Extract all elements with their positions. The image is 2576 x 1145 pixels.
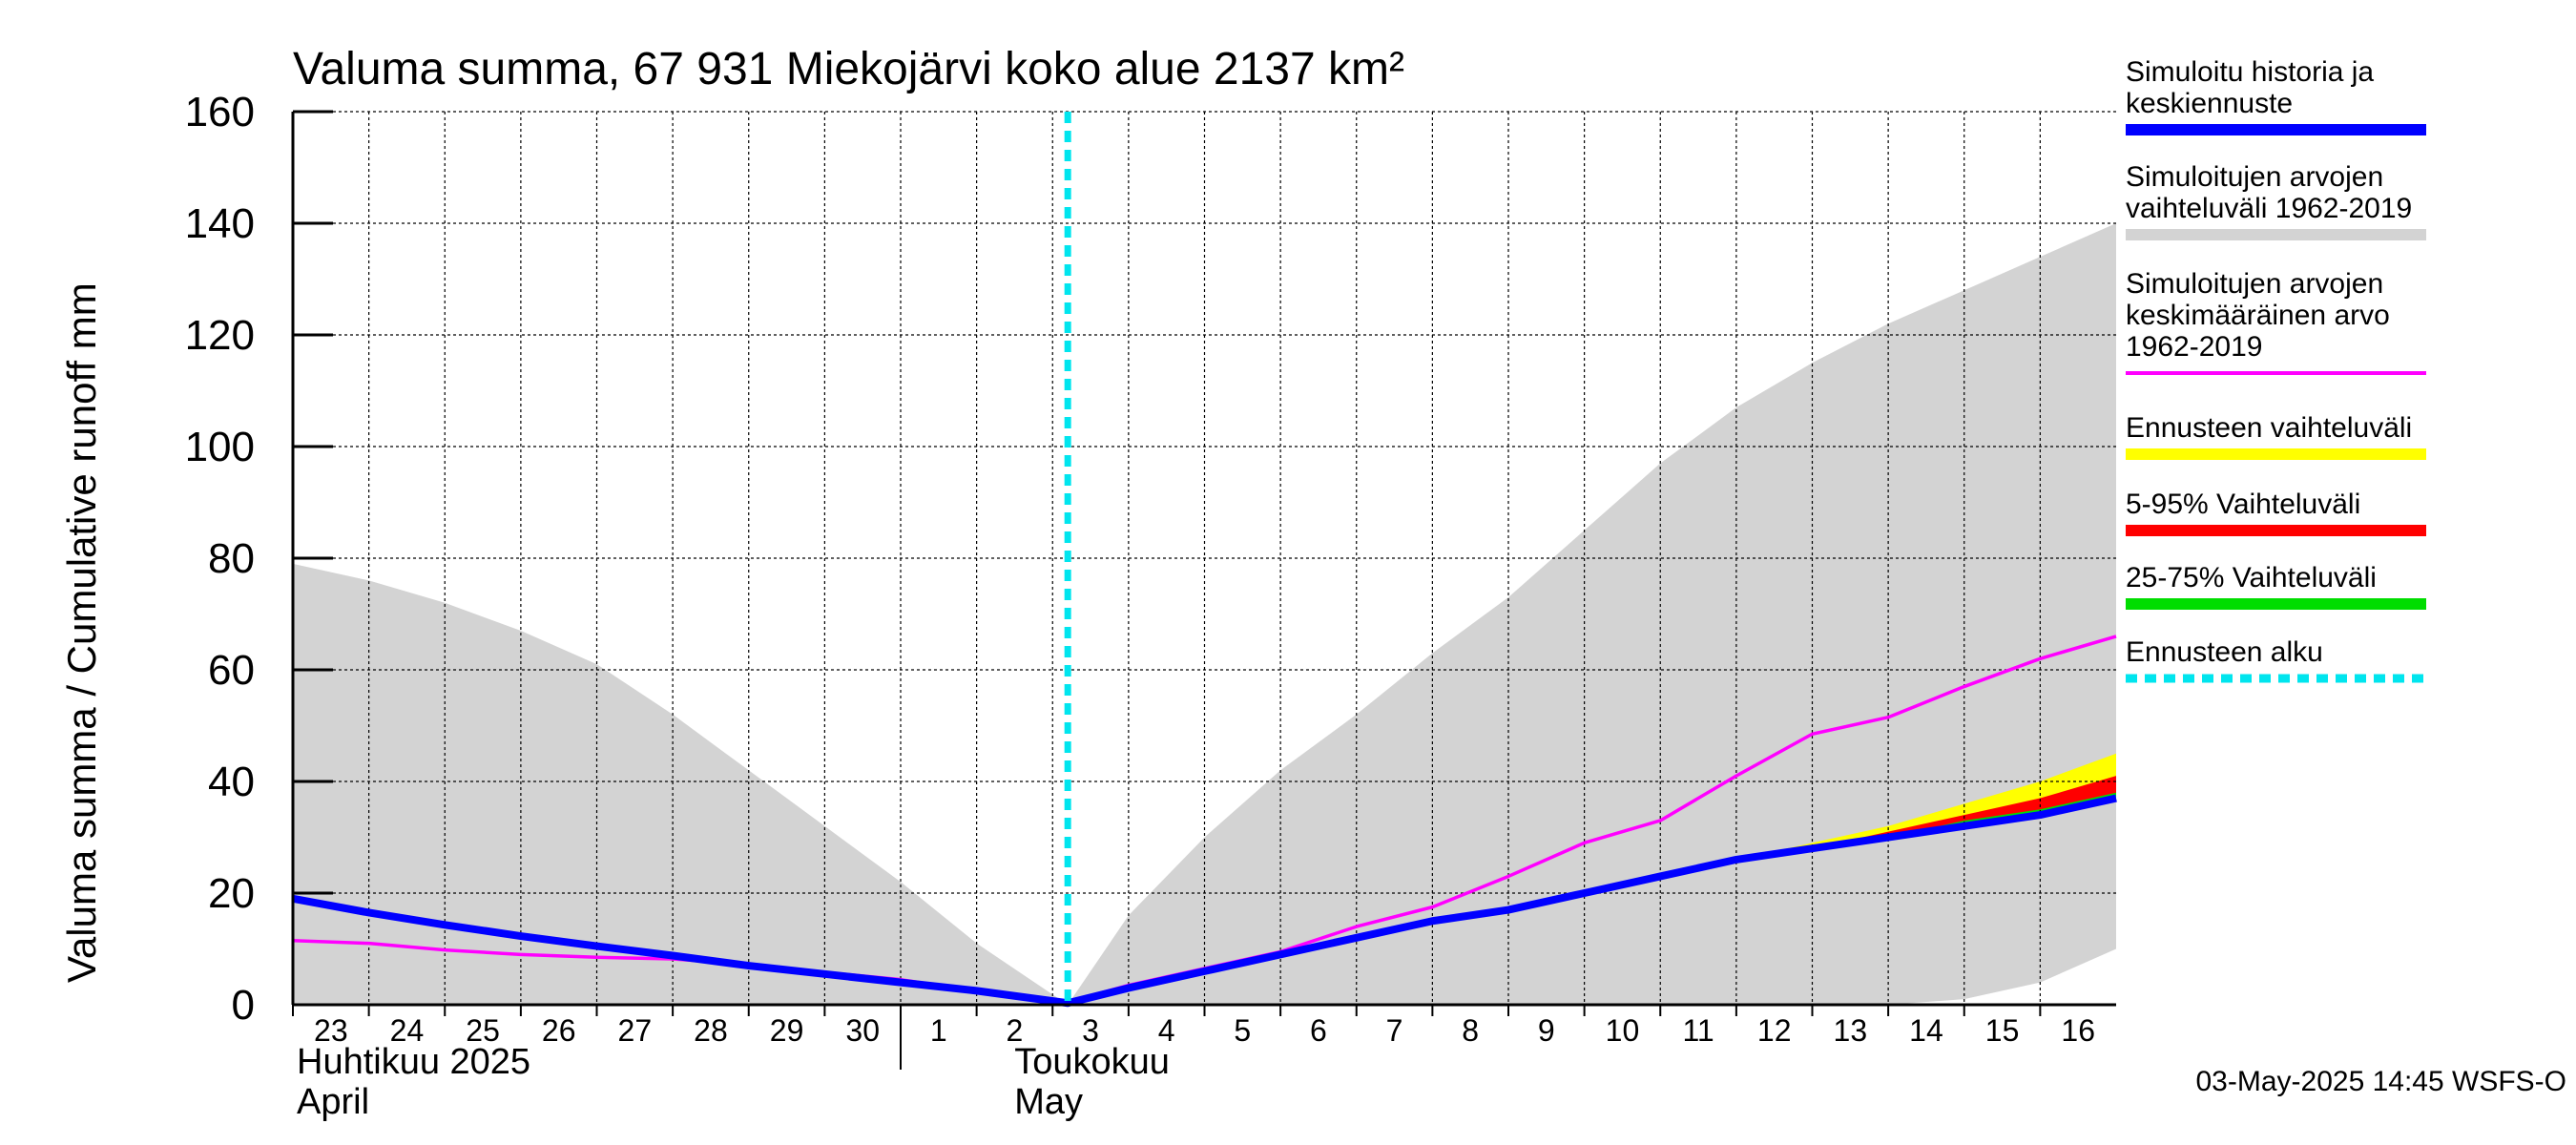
x-tick-label: 6 (1310, 1013, 1327, 1048)
legend-label: 5-95% Vaihteluväli (2126, 489, 2360, 520)
footer-timestamp: 03-May-2025 14:45 WSFS-O (2196, 1066, 2567, 1097)
legend-label: Simuloitu historia ja (2126, 56, 2374, 88)
x-tick-label: 23 (314, 1013, 348, 1048)
y-axis-label: Valuma summa / Cumulative runoff mm (59, 282, 104, 983)
month-label-fi: Huhtikuu 2025 (297, 1042, 530, 1082)
legend-label: Simuloitujen arvojen (2126, 268, 2383, 300)
legend-label: 25-75% Vaihteluväli (2126, 562, 2377, 593)
legend-label: 1962-2019 (2126, 331, 2262, 363)
chart-title: Valuma summa, 67 931 Miekojärvi koko alu… (293, 44, 1404, 94)
x-tick-label: 13 (1834, 1013, 1868, 1048)
legend-label: keskimääräinen arvo (2126, 300, 2390, 331)
y-tick-label: 80 (208, 535, 255, 582)
y-tick-label: 0 (232, 982, 255, 1029)
x-tick-label: 26 (542, 1013, 576, 1048)
x-tick-label: 25 (466, 1013, 500, 1048)
y-tick-label: 20 (208, 870, 255, 917)
series-band-4 (1068, 792, 2116, 1004)
x-tick-label: 11 (1682, 1013, 1714, 1048)
y-tick-label: 120 (185, 312, 255, 359)
month-label-en: May (1014, 1082, 1083, 1122)
month-label-en: April (297, 1082, 369, 1122)
x-tick-label: 2 (1007, 1013, 1024, 1048)
x-tick-label: 7 (1386, 1013, 1403, 1048)
legend-label: vaihteluväli 1962-2019 (2126, 193, 2412, 224)
y-tick-label: 100 (185, 424, 255, 470)
x-tick-label: 28 (694, 1013, 728, 1048)
y-tick-label: 60 (208, 647, 255, 694)
series-line-5 (292, 794, 2117, 1008)
month-label-fi: Toukokuu (1014, 1042, 1170, 1082)
legend-label: keskiennuste (2126, 88, 2293, 119)
x-tick-label: 14 (1909, 1013, 1943, 1048)
x-tick-label: 3 (1082, 1013, 1099, 1048)
x-tick-label: 1 (930, 1013, 947, 1048)
x-tick-label: 12 (1757, 1013, 1792, 1048)
x-tick-label: 27 (618, 1013, 653, 1048)
x-tick-label: 16 (2061, 1013, 2095, 1048)
y-tick-label: 40 (208, 759, 255, 805)
legend-label: Ennusteen alku (2126, 636, 2323, 668)
y-tick-label: 160 (185, 89, 255, 135)
x-tick-label: 29 (770, 1013, 804, 1048)
x-tick-label: 24 (390, 1013, 425, 1048)
y-tick-label: 140 (185, 200, 255, 247)
series-band-0 (293, 223, 2116, 1005)
legend-label: Ennusteen vaihteluväli (2126, 412, 2412, 444)
x-tick-label: 5 (1234, 1013, 1251, 1048)
x-tick-label: 15 (1985, 1013, 2020, 1048)
x-tick-label: 9 (1538, 1013, 1555, 1048)
x-tick-label: 10 (1606, 1013, 1640, 1048)
x-tick-label: 4 (1158, 1013, 1175, 1048)
legend-label: Simuloitujen arvojen (2126, 161, 2383, 193)
x-tick-label: 30 (845, 1013, 880, 1048)
x-tick-label: 8 (1462, 1013, 1479, 1048)
